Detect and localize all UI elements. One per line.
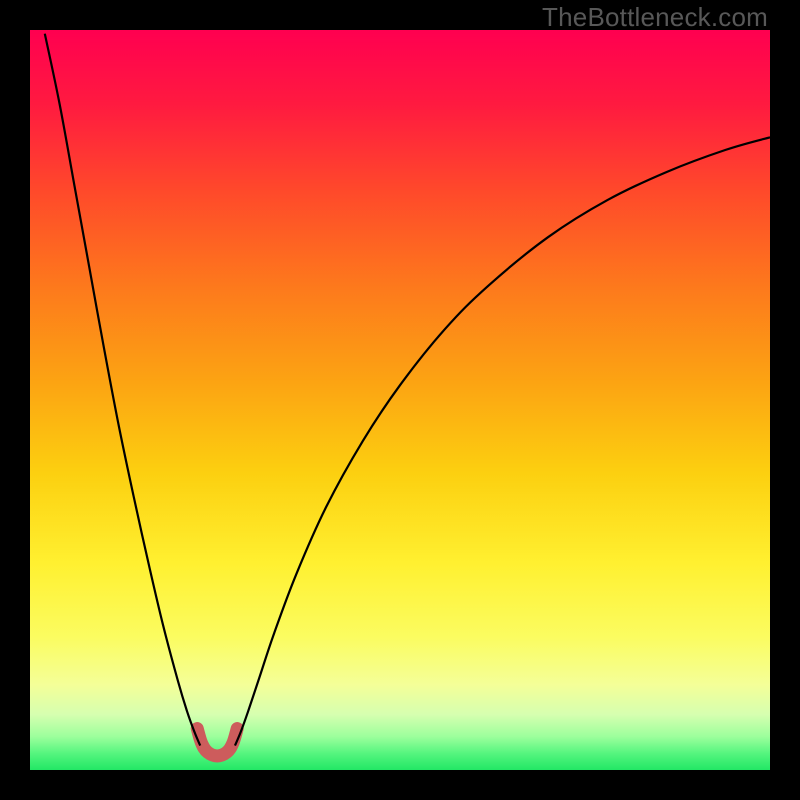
curve-layer <box>30 30 770 770</box>
trough-u-shape <box>197 729 237 756</box>
chart-stage: TheBottleneck.com <box>0 0 800 800</box>
chart-frame <box>30 30 770 770</box>
watermark-text: TheBottleneck.com <box>542 2 768 33</box>
bottleneck-curve-right <box>235 137 770 745</box>
bottleneck-curve-left <box>45 34 200 746</box>
